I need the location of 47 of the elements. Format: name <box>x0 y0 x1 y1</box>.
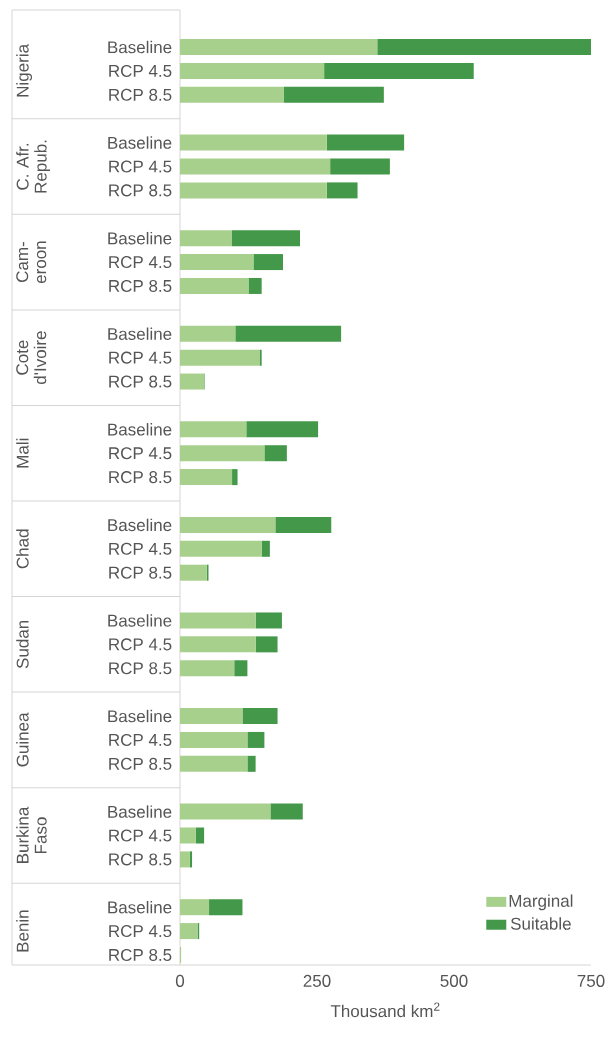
y-tick-label: Baseline <box>108 136 172 149</box>
y-tick-label: RCP 8.5 <box>109 853 172 866</box>
y-tick-label: RCP 8.5 <box>109 948 172 961</box>
y-tick-label: RCP 4.5 <box>109 351 172 364</box>
x-tick-label: 250 <box>303 974 331 987</box>
text: Cote d'Ivoire <box>16 331 47 385</box>
text: Nigeria <box>16 43 33 97</box>
y-tick-label: Baseline <box>108 900 172 914</box>
y-tick-label: RCP 4.5 <box>109 542 172 555</box>
y-tick-label: RCP 4.5 <box>109 829 172 842</box>
y-tick-label: Baseline <box>108 423 172 436</box>
text: Sudan <box>16 620 29 669</box>
y-tick-label: RCP 8.5 <box>109 375 172 388</box>
y-tick-label: RCP 8.5 <box>109 662 172 675</box>
y-tick-label: RCP 4.5 <box>109 64 172 77</box>
y-tick-label: RCP 4.5 <box>109 638 172 651</box>
text: Chad <box>16 529 29 569</box>
text: Burkina Faso <box>16 806 47 863</box>
x-tick-label: 0 <box>175 974 185 987</box>
y-tick-label: RCP 8.5 <box>109 184 172 197</box>
y-tick-label: RCP 8.5 <box>109 566 172 579</box>
legend-label: Suitable <box>510 917 571 930</box>
text: Cam-eroon <box>16 241 47 284</box>
y-tick-label: Baseline <box>108 709 172 723</box>
y-tick-label: RCP 4.5 <box>109 256 172 269</box>
y-tick-label: RCP 8.5 <box>109 757 172 770</box>
text: Mali <box>16 438 29 468</box>
y-tick-label: RCP 4.5 <box>109 733 172 746</box>
text: C. Afr. Repub. <box>16 140 51 193</box>
x-tick-label: 500 <box>440 974 468 987</box>
x-tick-label: 750 <box>577 974 605 987</box>
y-tick-label: RCP 4.5 <box>109 447 172 460</box>
legend-label: Marginal <box>509 894 573 911</box>
y-tick-label: RCP 8.5 <box>109 279 172 292</box>
y-tick-label: Baseline <box>108 518 172 532</box>
text: Benin <box>16 910 29 952</box>
y-tick-label: RCP 8.5 <box>109 471 172 484</box>
y-tick-label: Baseline <box>108 40 172 54</box>
y-tick-label: Baseline <box>108 231 172 245</box>
y-tick-label: RCP 4.5 <box>109 160 172 173</box>
y-tick-label: RCP 4.5 <box>109 925 172 938</box>
y-tick-label: Baseline <box>108 805 172 818</box>
y-tick-label: RCP 8.5 <box>109 88 172 101</box>
y-tick-label: Baseline <box>108 327 172 340</box>
x-axis-title: Thousand km$^{2}$ <box>330 1002 440 1018</box>
text: Guinea <box>16 712 29 767</box>
y-tick-label: Baseline <box>108 614 172 627</box>
